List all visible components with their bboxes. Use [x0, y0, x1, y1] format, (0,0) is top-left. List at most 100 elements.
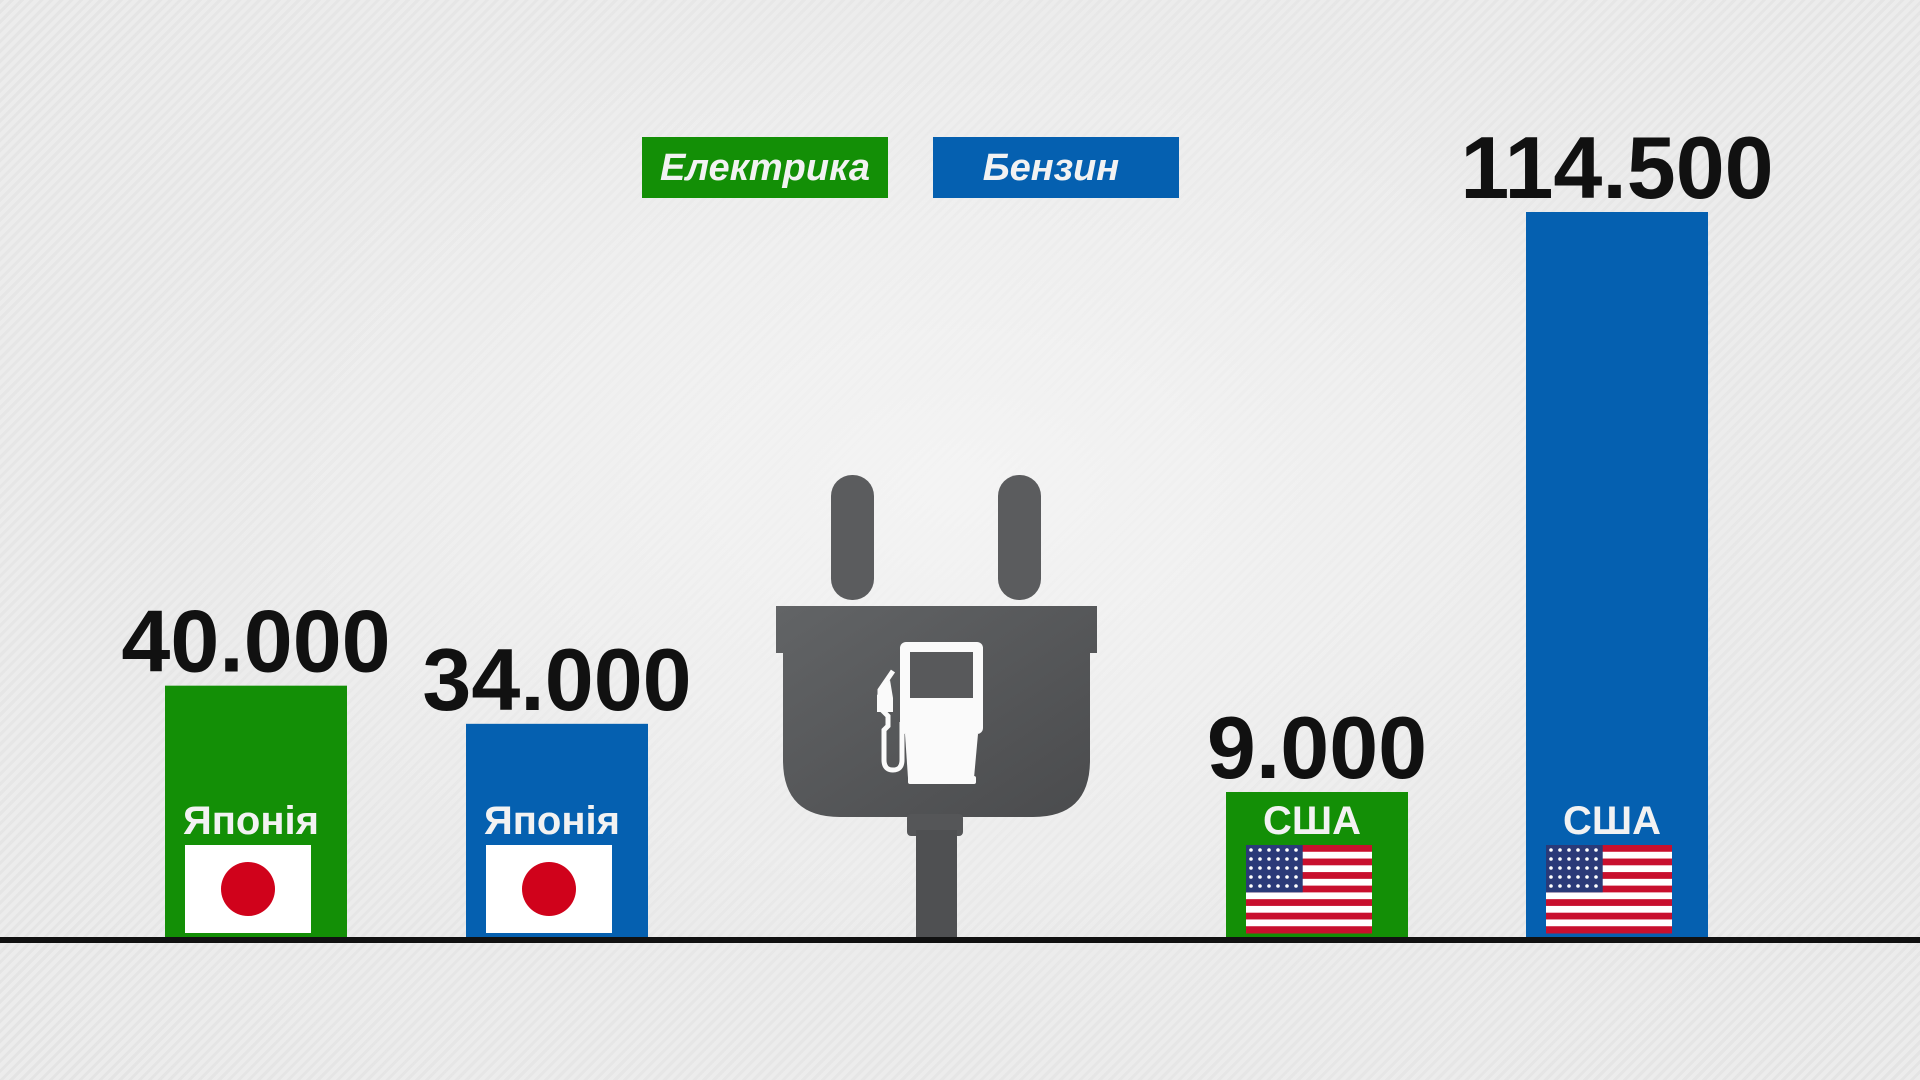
usa-flag-stripe [1546, 858, 1672, 866]
usa-flag-star [1585, 875, 1589, 879]
usa-flag-star [1576, 884, 1580, 888]
data-label: 9.000 [1207, 698, 1427, 797]
usa-flag-star [1594, 857, 1598, 861]
usa-flag-star [1285, 848, 1289, 852]
usa-flag-star [1249, 866, 1253, 870]
usa-flag-stripe [1246, 899, 1372, 907]
usa-flag-stripe [1246, 905, 1372, 914]
usa-flag-stripe [1246, 878, 1372, 887]
usa-flag-star [1285, 857, 1289, 861]
usa-flag-star [1249, 875, 1253, 879]
usa-flag-stripe [1546, 845, 1672, 853]
usa-flag-stripe [1246, 926, 1372, 934]
usa-flag-stripe [1246, 858, 1372, 866]
bar [1526, 212, 1708, 940]
japan-flag-sun [221, 862, 275, 916]
legend-swatch-electric [642, 137, 888, 198]
usa-flag-star [1258, 857, 1262, 861]
usa-flag-star [1294, 884, 1298, 888]
usa-flag-stripe [1546, 899, 1672, 907]
usa-flag-star [1585, 866, 1589, 870]
usa-flag-stripe [1246, 919, 1372, 927]
usa-flag-star [1558, 848, 1562, 852]
usa-flag-stripe [1546, 865, 1672, 873]
usa-flag-star [1267, 866, 1271, 870]
usa-flag-star [1294, 857, 1298, 861]
usa-flag-stripe [1546, 919, 1672, 927]
usa-flag-star [1594, 848, 1598, 852]
usa-flag-stripe [1546, 872, 1672, 880]
usa-flag-stripe [1246, 865, 1372, 873]
usa-flag-star [1276, 884, 1280, 888]
category-label: Японія [183, 799, 319, 843]
usa-flag-star [1549, 866, 1553, 870]
usa-flag-star [1294, 866, 1298, 870]
usa-flag-stripe [1546, 892, 1672, 900]
usa-flag-star [1549, 884, 1553, 888]
usa-flag-star [1249, 884, 1253, 888]
usa-flag-star [1558, 875, 1562, 879]
usa-flag-star [1249, 857, 1253, 861]
usa-flag-star [1558, 857, 1562, 861]
baseline-axis [0, 937, 1920, 943]
usa-flag-star [1558, 866, 1562, 870]
data-label: 34.000 [422, 630, 691, 729]
usa-flag-star [1267, 875, 1271, 879]
usa-flag-star [1258, 875, 1262, 879]
usa-flag-star [1285, 884, 1289, 888]
usa-flag-stripe [1246, 851, 1372, 860]
usa-flag-star [1549, 857, 1553, 861]
japan-flag-sun [522, 862, 576, 916]
category-label: США [1263, 799, 1361, 843]
usa-flag-stripe [1546, 905, 1672, 914]
usa-flag-star [1276, 866, 1280, 870]
usa-flag-star [1285, 875, 1289, 879]
legend: Електрика Бензин [642, 137, 1179, 198]
usa-flag-star [1258, 884, 1262, 888]
usa-flag-stripe [1546, 878, 1672, 887]
usa-flag-star [1585, 884, 1589, 888]
category-label: США [1563, 799, 1661, 843]
legend-swatch-petrol [933, 137, 1179, 198]
usa-flag-star [1258, 848, 1262, 852]
usa-flag-stripe [1546, 851, 1672, 860]
usa-flag-star [1276, 857, 1280, 861]
usa-flag-stripe [1246, 885, 1372, 893]
usa-flag-star [1276, 848, 1280, 852]
usa-flag-star [1576, 875, 1580, 879]
usa-flag-stripe [1246, 912, 1372, 920]
usa-flag-stripe [1246, 872, 1372, 880]
usa-flag-star [1576, 848, 1580, 852]
data-label: 40.000 [121, 592, 390, 691]
usa-flag-star [1258, 866, 1262, 870]
usa-flag-star [1567, 848, 1571, 852]
usa-flag-star [1594, 875, 1598, 879]
plug-fuel-pump-icon [776, 475, 1097, 940]
usa-flag-stripe [1546, 926, 1672, 934]
usa-flag-star [1294, 875, 1298, 879]
data-label: 114.500 [1460, 118, 1773, 217]
usa-flag-star [1594, 884, 1598, 888]
usa-flag-stripe [1546, 912, 1672, 920]
usa-flag-star [1294, 848, 1298, 852]
usa-flag-star [1594, 866, 1598, 870]
usa-flag-star [1576, 857, 1580, 861]
usa-flag-star [1558, 884, 1562, 888]
usa-flag-stripe [1546, 885, 1672, 893]
usa-flag-star [1276, 875, 1280, 879]
usa-flag-star [1267, 884, 1271, 888]
usa-flag-star [1567, 857, 1571, 861]
usa-flag-star [1267, 857, 1271, 861]
usa-flag-star [1567, 875, 1571, 879]
usa-flag-stripe [1246, 845, 1372, 853]
category-label: Японія [484, 799, 620, 843]
usa-flag-canton [1246, 845, 1303, 893]
usa-flag-star [1549, 875, 1553, 879]
usa-flag-star [1567, 866, 1571, 870]
usa-flag-star [1249, 848, 1253, 852]
usa-flag-star [1576, 866, 1580, 870]
usa-flag-stripe [1246, 892, 1372, 900]
usa-flag-star [1585, 857, 1589, 861]
usa-flag-star [1267, 848, 1271, 852]
